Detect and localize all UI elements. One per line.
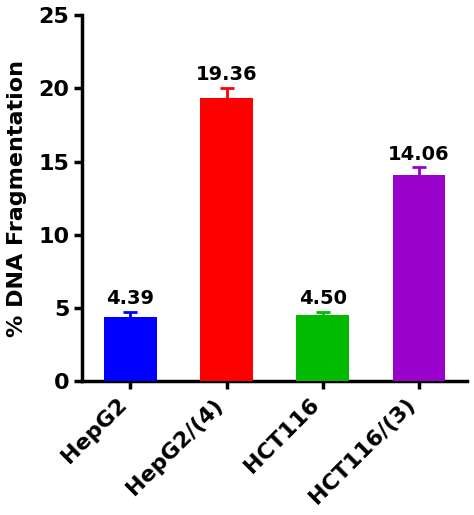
Bar — [104, 317, 157, 382]
Y-axis label: % DNA Fragmentation: % DNA Fragmentation — [7, 60, 27, 337]
Bar — [392, 175, 446, 382]
Text: 14.06: 14.06 — [388, 145, 450, 164]
Bar — [296, 315, 349, 382]
Bar — [200, 98, 253, 382]
Text: 19.36: 19.36 — [196, 65, 257, 84]
Text: 4.50: 4.50 — [299, 289, 347, 308]
Text: 4.39: 4.39 — [107, 289, 155, 308]
